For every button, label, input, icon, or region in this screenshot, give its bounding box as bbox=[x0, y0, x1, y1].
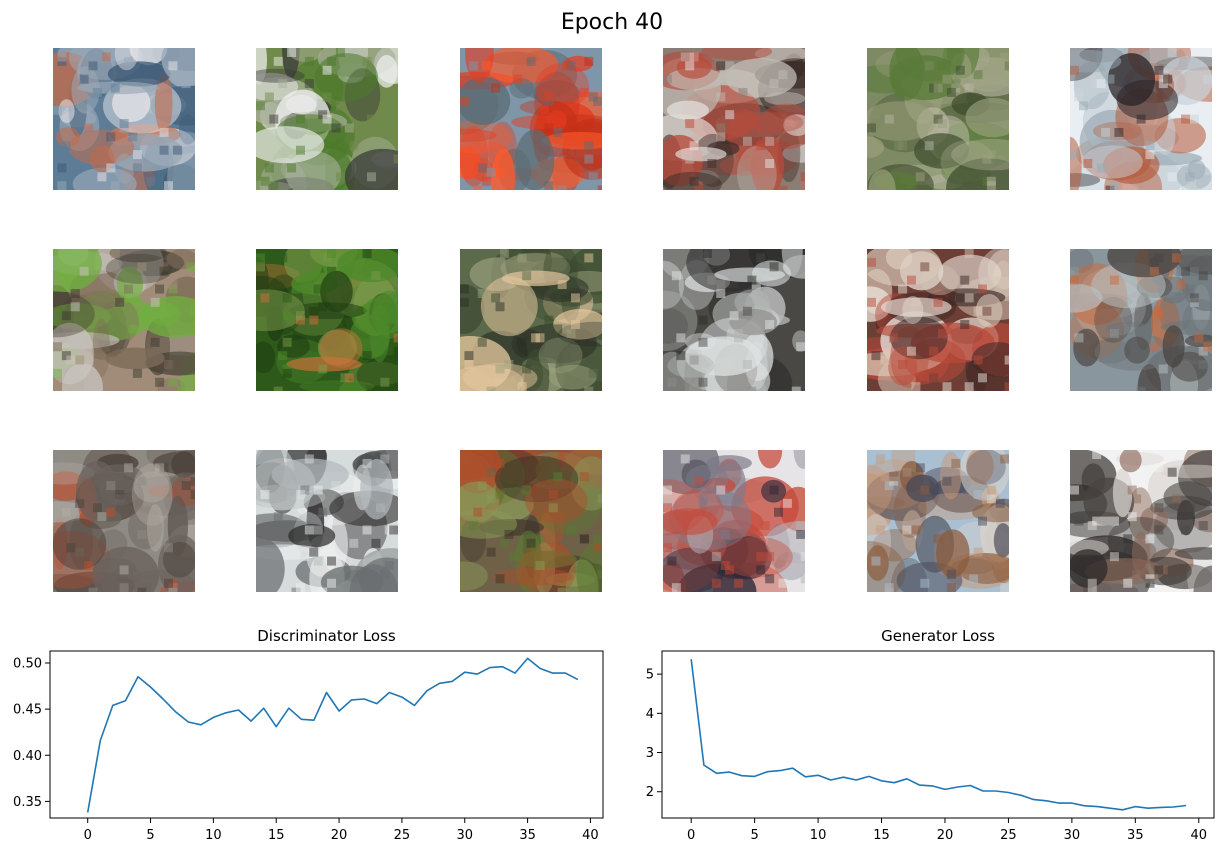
sample-image bbox=[53, 48, 195, 190]
generator-loss-chart: Generator Loss 0 5 10 15 20 25 30 35 40 2 3 4 5 bbox=[646, 627, 1215, 843]
sample-image bbox=[663, 48, 805, 190]
series-line bbox=[690, 659, 1187, 811]
x-tick-label: 35 bbox=[1127, 828, 1144, 843]
series-line bbox=[86, 657, 579, 813]
x-tick-label: 40 bbox=[1190, 828, 1207, 843]
x-tick-label: 0 bbox=[687, 828, 695, 843]
plot-frame bbox=[661, 650, 1215, 819]
plot-frame bbox=[49, 650, 604, 819]
x-tick-label: 25 bbox=[394, 828, 411, 843]
y-tick-label: 0.35 bbox=[13, 795, 42, 810]
sample-image bbox=[1070, 48, 1212, 190]
x-tick-label: 30 bbox=[1064, 828, 1081, 843]
sample-image bbox=[53, 249, 195, 391]
sample-image bbox=[663, 249, 805, 391]
x-tick-label: 5 bbox=[750, 828, 758, 843]
x-tick-label: 15 bbox=[873, 828, 890, 843]
x-tick-label: 15 bbox=[268, 828, 285, 843]
figure-title: Epoch 40 bbox=[561, 10, 663, 35]
x-tick-label: 40 bbox=[582, 828, 599, 843]
y-tick-label: 5 bbox=[646, 668, 654, 683]
sample-image bbox=[1070, 450, 1212, 592]
sample-image bbox=[867, 450, 1009, 592]
sample-image bbox=[1070, 249, 1212, 391]
sample-image bbox=[460, 48, 602, 190]
x-tick-label: 5 bbox=[146, 828, 154, 843]
x-tick-label: 25 bbox=[1000, 828, 1017, 843]
sample-image bbox=[460, 450, 602, 592]
x-tick-label: 35 bbox=[519, 828, 536, 843]
y-tick-label: 2 bbox=[646, 785, 654, 800]
sample-image bbox=[256, 249, 398, 391]
y-tick-label: 0.50 bbox=[13, 656, 42, 671]
sample-image bbox=[53, 450, 195, 592]
sample-image bbox=[663, 450, 805, 592]
sample-image bbox=[256, 48, 398, 190]
sample-image bbox=[867, 249, 1009, 391]
y-tick-label: 4 bbox=[646, 707, 654, 722]
y-tick-label: 3 bbox=[646, 746, 654, 761]
x-tick-label: 10 bbox=[205, 828, 222, 843]
discriminator-loss-chart: Discriminator Loss 0 5 10 15 20 25 30 35 40 0.35 0.… bbox=[13, 627, 604, 843]
x-tick-label: 0 bbox=[84, 828, 92, 843]
sample-image bbox=[867, 48, 1009, 190]
generated-samples-grid bbox=[53, 48, 1212, 592]
x-tick-label: 20 bbox=[937, 828, 954, 843]
x-tick-label: 30 bbox=[456, 828, 473, 843]
y-tick-label: 0.45 bbox=[13, 703, 42, 718]
chart-title: Generator Loss bbox=[881, 627, 995, 645]
sample-image bbox=[256, 450, 398, 592]
chart-title: Discriminator Loss bbox=[257, 627, 396, 645]
x-tick-label: 10 bbox=[810, 828, 827, 843]
y-tick-label: 0.40 bbox=[13, 749, 42, 764]
sample-image bbox=[460, 249, 602, 391]
x-tick-label: 20 bbox=[331, 828, 348, 843]
